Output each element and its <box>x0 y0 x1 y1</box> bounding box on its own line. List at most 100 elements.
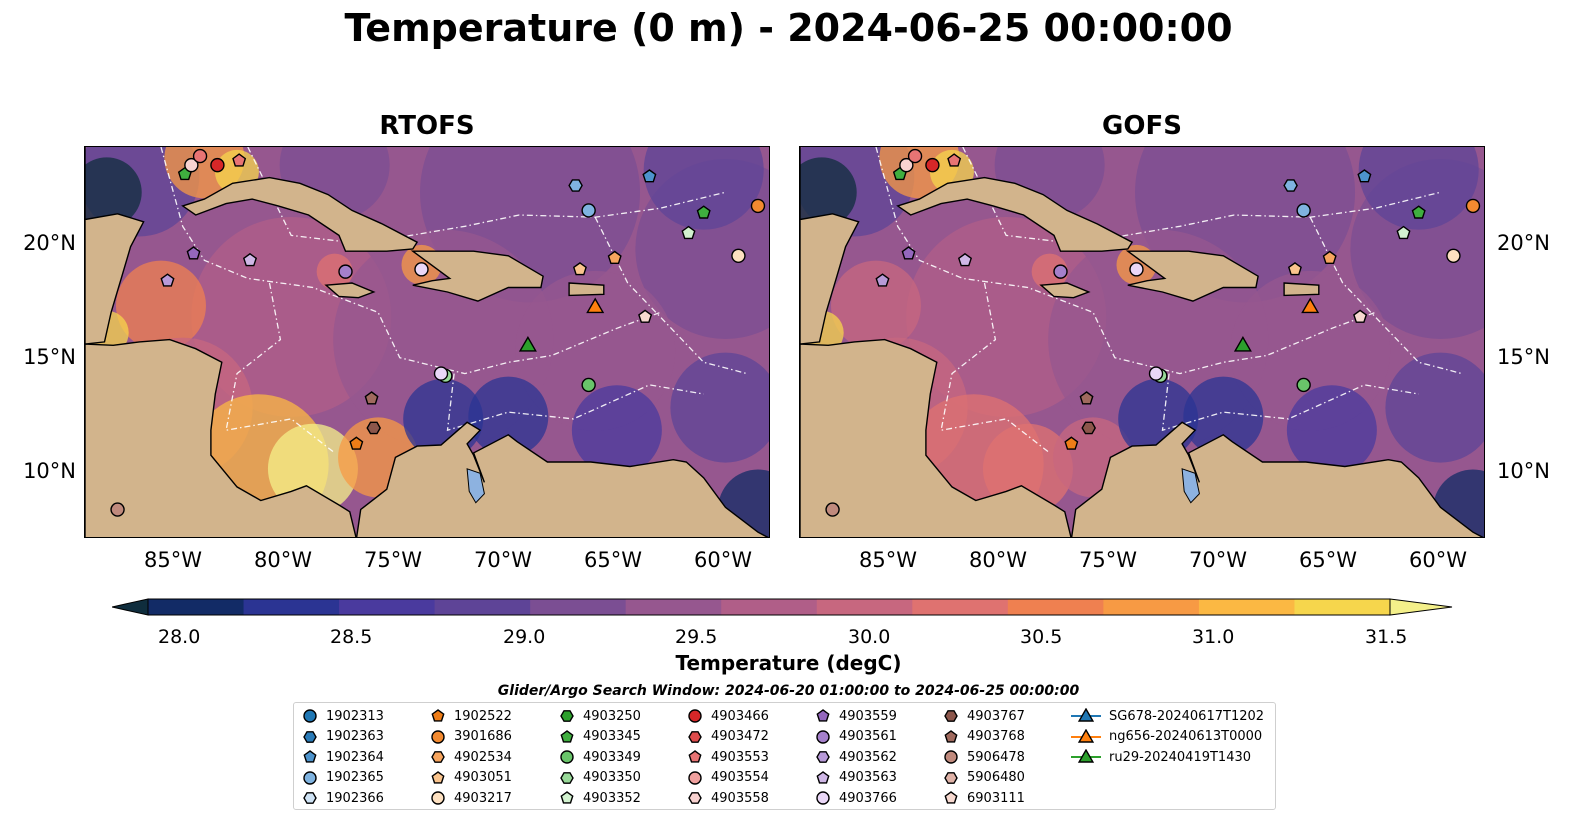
legend-glider-triangle <box>1077 728 1095 743</box>
colorbar-tick-label: 31.5 <box>1365 626 1408 648</box>
argo-float-marker <box>1079 391 1094 405</box>
lon-label: 70°W <box>474 548 532 572</box>
landmass-south-america <box>1070 421 1484 537</box>
argo-float-marker <box>110 502 125 517</box>
legend-marker-icon <box>944 791 958 804</box>
argo-float-marker <box>957 252 973 267</box>
legend-item: 4903051 <box>430 768 512 788</box>
legend-float-marker <box>816 751 830 763</box>
legend-marker-icon <box>560 771 574 784</box>
argo-float-marker <box>825 502 840 517</box>
landmass-puerto-rico <box>1283 282 1320 297</box>
legend-marker-icon <box>303 770 317 785</box>
legend-marker-icon <box>944 729 958 743</box>
legend-float-marker <box>303 709 317 723</box>
lake-maracaibo <box>466 468 485 504</box>
argo-float-marker <box>907 148 923 164</box>
legend-label: ru29-20240419T1430 <box>1109 749 1252 765</box>
legend-item: 4903558 <box>687 788 769 808</box>
argo-float-marker <box>1296 203 1311 218</box>
landmass-puerto-rico <box>568 282 605 297</box>
colorbar-segment <box>1103 599 1200 615</box>
rtofs-map-panel <box>84 146 770 538</box>
legend-label: 4903250 <box>583 708 641 724</box>
lon-label: 65°W <box>1299 548 1357 572</box>
argo-float-marker <box>1081 421 1097 435</box>
colorbar-tick-label: 28.5 <box>330 626 373 648</box>
argo-float-marker <box>607 250 622 265</box>
legend-label: 4903345 <box>583 729 641 744</box>
lon-label: 70°W <box>1189 548 1247 572</box>
argo-float-marker <box>1465 198 1481 214</box>
colorbar <box>112 598 1453 616</box>
legend-marker-icon <box>303 730 317 743</box>
legend-marker-icon <box>688 792 702 804</box>
argo-float-marker <box>1287 262 1302 276</box>
argo-float-marker <box>925 157 940 173</box>
legend-float-marker <box>944 729 958 743</box>
temperature-patch <box>1385 352 1484 463</box>
argo-float-marker <box>1411 205 1426 219</box>
lon-label: 80°W <box>969 548 1027 572</box>
lat-label: 15°N <box>1497 345 1550 369</box>
legend-float-marker <box>688 709 702 723</box>
legend-glider-triangle <box>1077 708 1095 722</box>
legend-item: 4903768 <box>943 727 1025 747</box>
lon-label: 60°W <box>694 548 752 572</box>
colorbar-title: Temperature (degC) <box>675 651 902 675</box>
landmass-central-america <box>85 338 357 537</box>
argo-float-marker <box>1129 262 1144 277</box>
legend-label: 4903559 <box>839 708 897 724</box>
legend-label: 4903767 <box>967 708 1025 724</box>
gofs-map-panel <box>799 146 1485 538</box>
legend-marker-icon <box>688 770 702 785</box>
legend-item: 4903559 <box>815 706 897 726</box>
legend-float-marker <box>431 791 445 805</box>
colorbar-segment <box>434 599 531 615</box>
glider-marker <box>586 297 605 314</box>
argo-float-marker <box>642 169 657 183</box>
legend-marker-icon <box>1071 708 1101 722</box>
eez-boundary <box>1309 216 1463 375</box>
colorbar-segment <box>243 599 340 615</box>
landmass-yucatan <box>800 147 860 345</box>
argo-float-marker <box>638 309 653 323</box>
legend-label: 4903561 <box>839 729 897 744</box>
legend-float-marker <box>431 709 445 722</box>
colorbar-tick-label: 28.0 <box>158 626 201 648</box>
landmass-cuba <box>896 176 1134 252</box>
argo-float-marker <box>731 248 746 263</box>
argo-float-marker <box>572 262 587 276</box>
legend-label: 6903111 <box>967 790 1025 806</box>
legend-label: 5906478 <box>967 749 1025 765</box>
legend-item: 4903350 <box>559 768 641 788</box>
legend-float-marker <box>303 770 317 785</box>
landmass-hispaniola <box>410 250 544 302</box>
legend-marker-icon <box>944 750 958 764</box>
colorbar-segment <box>625 599 722 615</box>
legend-float-marker <box>944 750 958 764</box>
legend-item: 4903554 <box>687 768 769 788</box>
legend-marker-icon <box>816 770 830 784</box>
lat-label: 10°N <box>1497 459 1550 483</box>
legend-marker-icon <box>431 729 445 744</box>
legend-float-marker <box>816 709 830 722</box>
argo-float-marker <box>901 246 916 260</box>
landmass-jamaica <box>324 282 376 299</box>
argo-float-marker <box>160 273 175 287</box>
legend-float-marker <box>560 771 574 784</box>
lat-label: 15°N <box>23 345 76 369</box>
legend-item: 4903766 <box>815 788 897 808</box>
legend-item: 4903561 <box>815 727 897 747</box>
argo-float-marker <box>1353 309 1368 323</box>
lon-label: 80°W <box>254 548 312 572</box>
legend-marker-icon <box>1071 749 1101 763</box>
legend-float-marker <box>303 792 317 804</box>
legend-marker-icon <box>431 751 445 763</box>
argo-float-marker <box>210 157 225 173</box>
legend-label: 4903558 <box>711 790 769 806</box>
argo-float-marker <box>1064 436 1079 450</box>
lon-label: 65°W <box>584 548 642 572</box>
eez-boundary <box>940 282 1051 454</box>
legend-label: 4902534 <box>454 749 512 765</box>
